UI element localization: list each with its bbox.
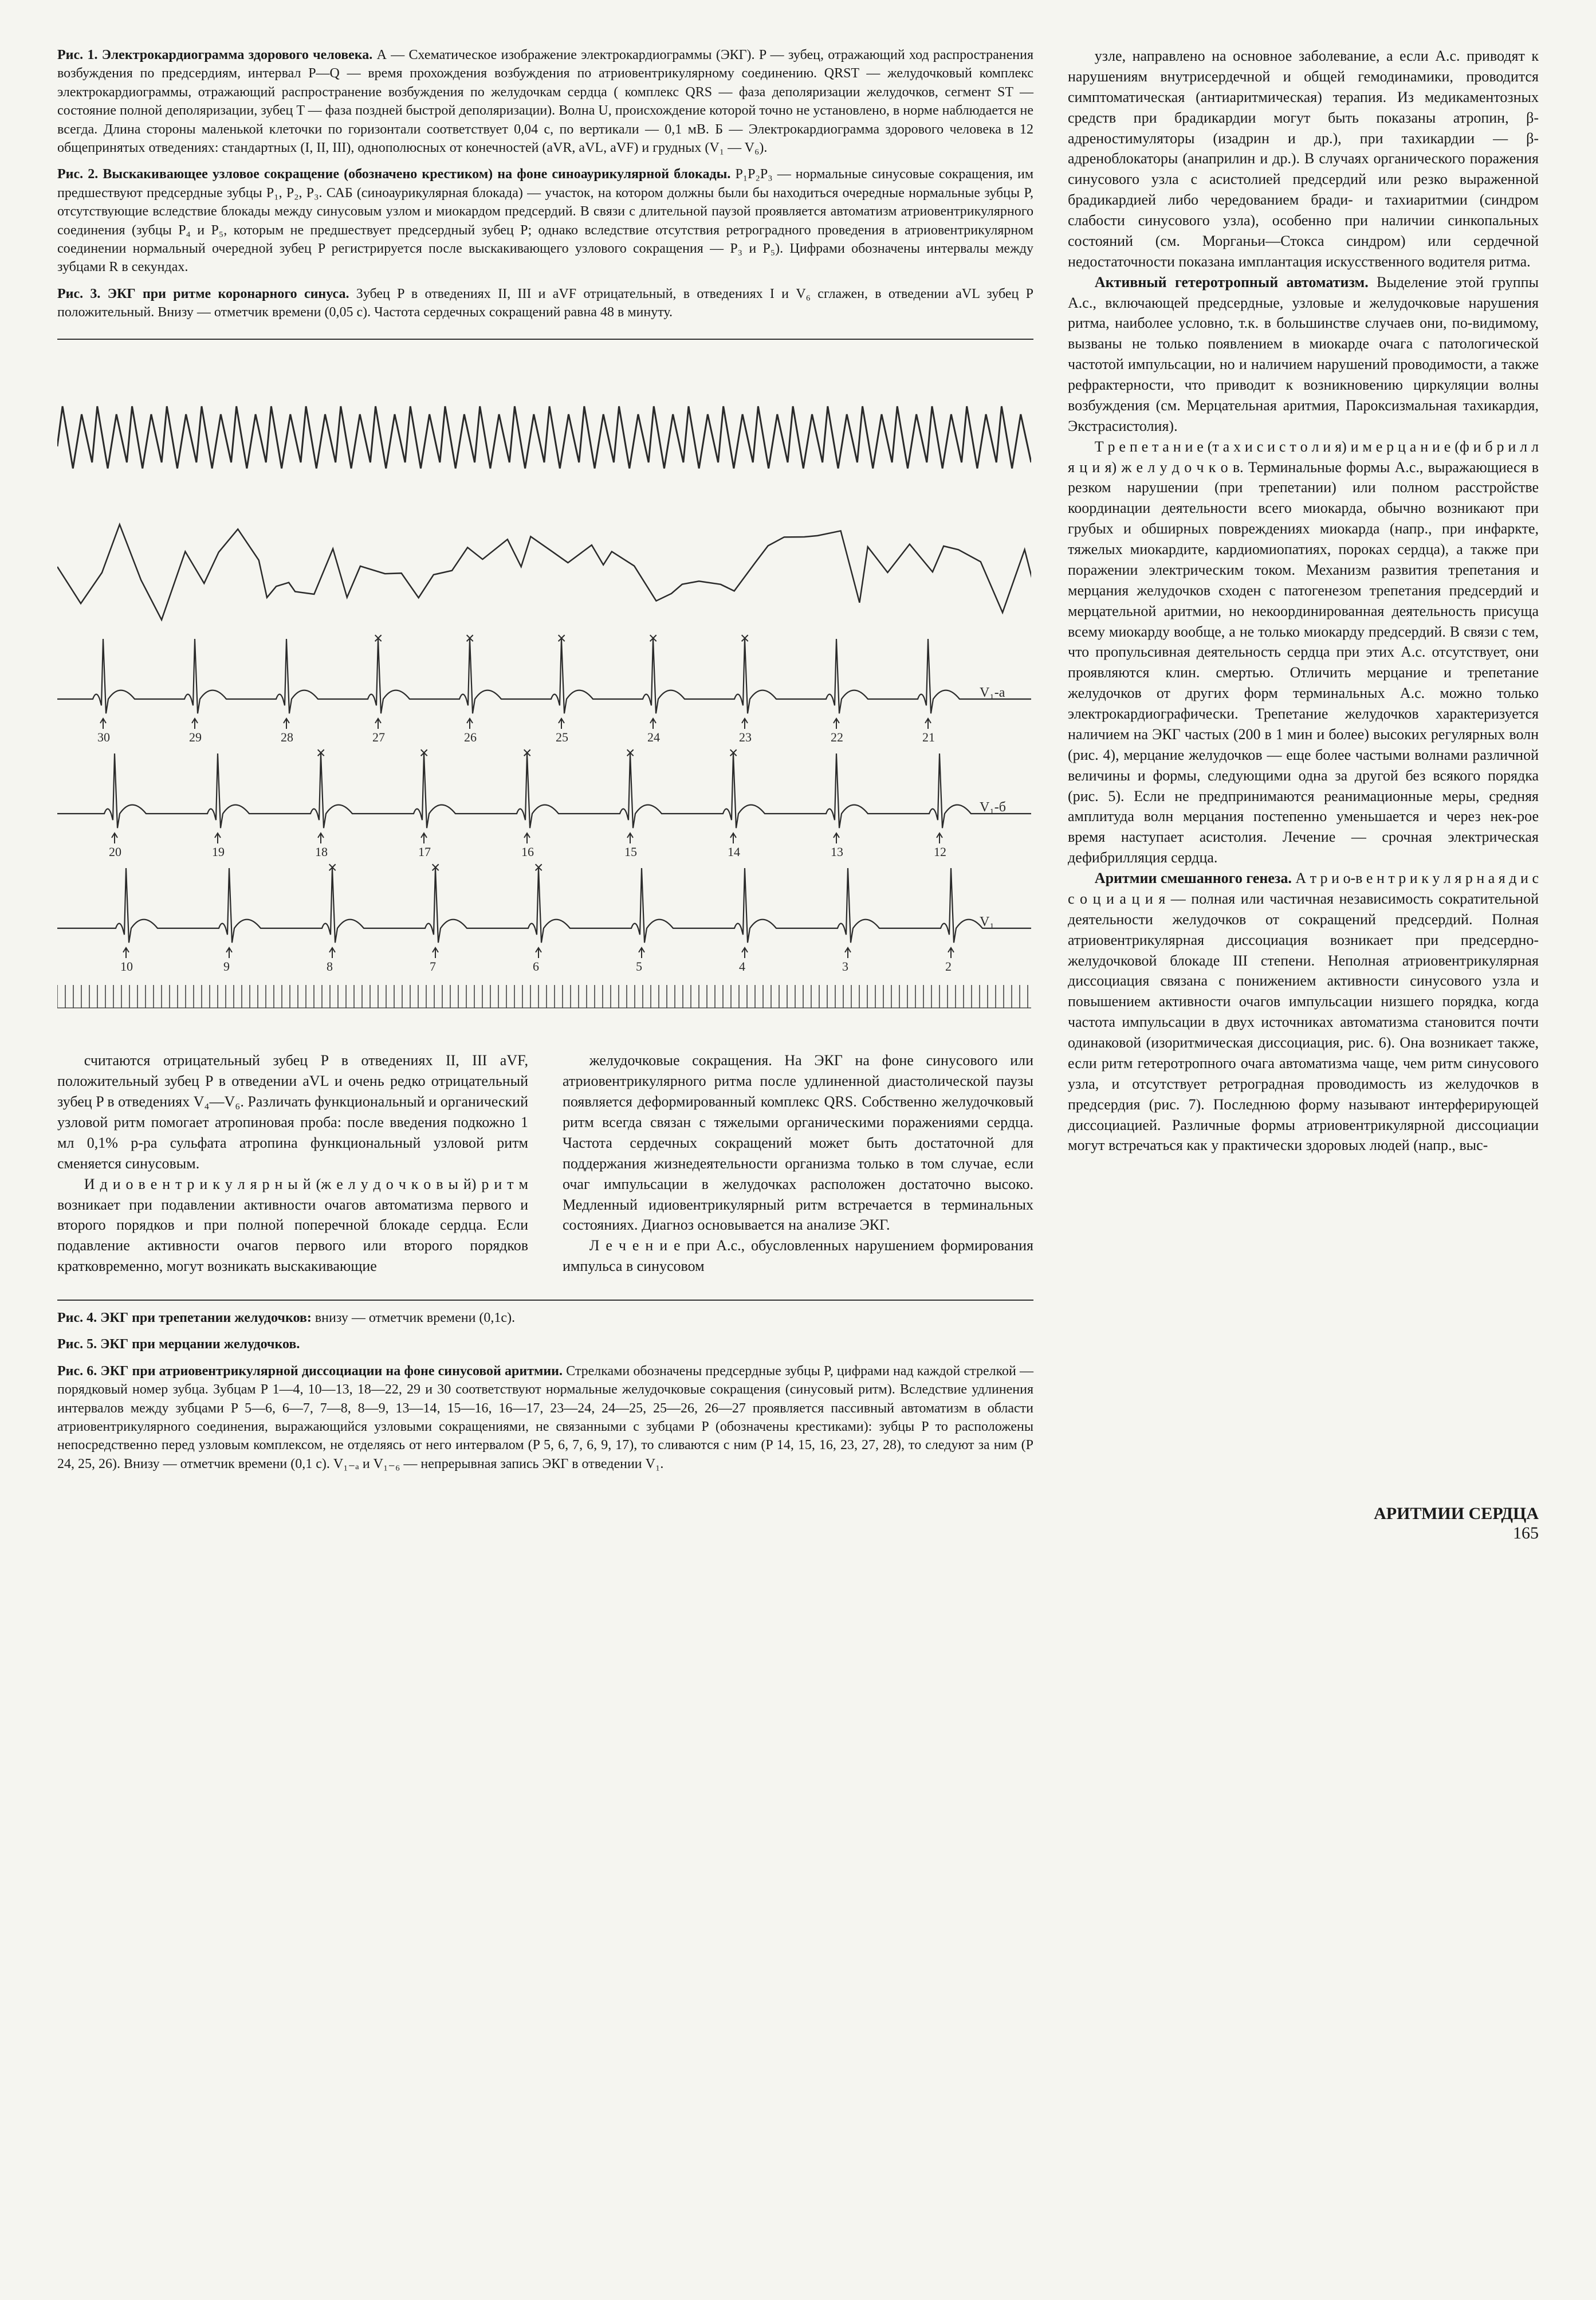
fig1-caption: Рис. 1. Электрокардиограмма здорового че…: [57, 46, 1033, 157]
svg-text:25: 25: [556, 730, 568, 744]
footer-captions: Рис. 4. ЭКГ при трепетании желудочков: в…: [57, 1300, 1033, 1473]
fig4-body: внизу — отметчик времени (0,1с).: [312, 1310, 515, 1325]
svg-text:×: ×: [328, 858, 337, 876]
svg-text:19: 19: [212, 845, 225, 859]
right-p4-lead: Аритмии смешанного генеза.: [1095, 870, 1292, 886]
svg-text:17: 17: [418, 845, 431, 859]
right-p4: Аритмии смешанного генеза. А т р и о-в е…: [1068, 868, 1539, 1156]
svg-text:22: 22: [831, 730, 843, 744]
right-p4-body: А т р и о-в е н т р и к у л я р н а я д …: [1068, 870, 1539, 1153]
svg-text:26: 26: [464, 730, 477, 744]
footer-title: АРИТМИИ СЕРДЦА: [1374, 1504, 1539, 1524]
fig2-caption: Рис. 2. Выскакивающее узловое сокращение…: [57, 165, 1033, 276]
page-number: 165: [1374, 1524, 1539, 1543]
svg-text:27: 27: [372, 730, 385, 744]
svg-text:×: ×: [534, 858, 543, 876]
svg-text:×: ×: [465, 629, 474, 647]
fig5-lead: Рис. 5. ЭКГ при мерцании желудочков.: [57, 1337, 300, 1352]
svg-text:×: ×: [740, 629, 749, 647]
fig2-body: P₁P₂P₃ — нормальные синусовые сокращения…: [57, 167, 1033, 274]
svg-text:12: 12: [934, 845, 946, 859]
ecg-svg: ×××××30292827262524232221V₁-a×××××201918…: [57, 349, 1031, 1037]
lower-left-col: считаются отрицательный зубец P в отведе…: [57, 1050, 528, 1277]
svg-text:V₁: V₁: [980, 914, 994, 929]
page-footer: АРИТМИИ СЕРДЦА 165: [57, 1504, 1539, 1543]
svg-text:V₁-a: V₁-a: [980, 685, 1005, 700]
svg-text:V₁-б: V₁-б: [980, 800, 1006, 815]
svg-text:×: ×: [419, 744, 429, 762]
fig3-caption: Рис. 3. ЭКГ при ритме коронарного синуса…: [57, 285, 1033, 322]
svg-text:16: 16: [521, 845, 534, 859]
lower-left-p2: И д и о в е н т р и к у л я р н ы й (ж е…: [57, 1174, 528, 1277]
svg-text:×: ×: [626, 744, 635, 762]
lower-mid-col: желудочковые сокращения. На ЭКГ на фоне …: [563, 1050, 1033, 1277]
svg-text:4: 4: [739, 959, 745, 974]
lower-mid-p2: Л е ч е н и е при А.с., обусловленных на…: [563, 1235, 1033, 1277]
svg-text:×: ×: [374, 629, 383, 647]
svg-text:29: 29: [189, 730, 202, 744]
svg-text:×: ×: [316, 744, 325, 762]
svg-text:×: ×: [557, 629, 566, 647]
fig4-caption: Рис. 4. ЭКГ при трепетании желудочков: в…: [57, 1309, 1033, 1327]
svg-text:23: 23: [739, 730, 752, 744]
fig6-lead: Рис. 6. ЭКГ при атриовентрикулярной дисс…: [57, 1364, 563, 1379]
fig1-lead: Рис. 1. Электрокардиограмма здорового че…: [57, 48, 372, 62]
svg-text:8: 8: [327, 959, 333, 974]
fig6-caption: Рис. 6. ЭКГ при атриовентрикулярной дисс…: [57, 1362, 1033, 1473]
svg-text:28: 28: [281, 730, 293, 744]
svg-text:18: 18: [315, 845, 328, 859]
svg-text:15: 15: [624, 845, 637, 859]
svg-text:5: 5: [636, 959, 642, 974]
right-p2-lead: Активный гетеротропный автоматизм.: [1095, 274, 1369, 291]
svg-text:20: 20: [109, 845, 121, 859]
right-column: узле, направлено на основное заболевание…: [1068, 46, 1539, 1481]
right-p2-body: Выделение этой группы А.с., включающей п…: [1068, 274, 1539, 434]
svg-text:2: 2: [945, 959, 952, 974]
svg-text:×: ×: [522, 744, 532, 762]
fig2-lead: Рис. 2. Выскакивающее узловое сокращение…: [57, 167, 730, 182]
lower-left-p1: считаются отрицательный зубец P в отведе…: [57, 1050, 528, 1173]
right-p2: Активный гетеротропный автоматизм. Выдел…: [1068, 272, 1539, 437]
svg-text:14: 14: [728, 845, 740, 859]
fig5-caption: Рис. 5. ЭКГ при мерцании желудочков.: [57, 1335, 1033, 1353]
fig3-lead: Рис. 3. ЭКГ при ритме коронарного синуса…: [57, 286, 349, 301]
svg-text:3: 3: [842, 959, 848, 974]
svg-text:7: 7: [430, 959, 436, 974]
svg-text:×: ×: [648, 629, 658, 647]
svg-text:6: 6: [533, 959, 539, 974]
svg-text:×: ×: [431, 858, 440, 876]
svg-text:13: 13: [831, 845, 843, 859]
svg-text:24: 24: [647, 730, 660, 744]
svg-text:10: 10: [120, 959, 133, 974]
right-p1: узле, направлено на основное заболевание…: [1068, 46, 1539, 272]
svg-text:9: 9: [223, 959, 230, 974]
ecg-figure: ×××××30292827262524232221V₁-a×××××201918…: [57, 339, 1033, 1037]
right-p3: Т р е п е т а н и е (т а х и с и с т о л…: [1068, 437, 1539, 868]
svg-text:30: 30: [97, 730, 110, 744]
lower-mid-p1: желудочковые сокращения. На ЭКГ на фоне …: [563, 1050, 1033, 1235]
fig4-lead: Рис. 4. ЭКГ при трепетании желудочков:: [57, 1310, 312, 1325]
fig6-body: Стрелками обозначены предсердные зубцы P…: [57, 1364, 1033, 1471]
svg-text:21: 21: [922, 730, 935, 744]
svg-text:×: ×: [729, 744, 738, 762]
fig1-body: А — Схематическое изображение электрокар…: [57, 48, 1033, 155]
